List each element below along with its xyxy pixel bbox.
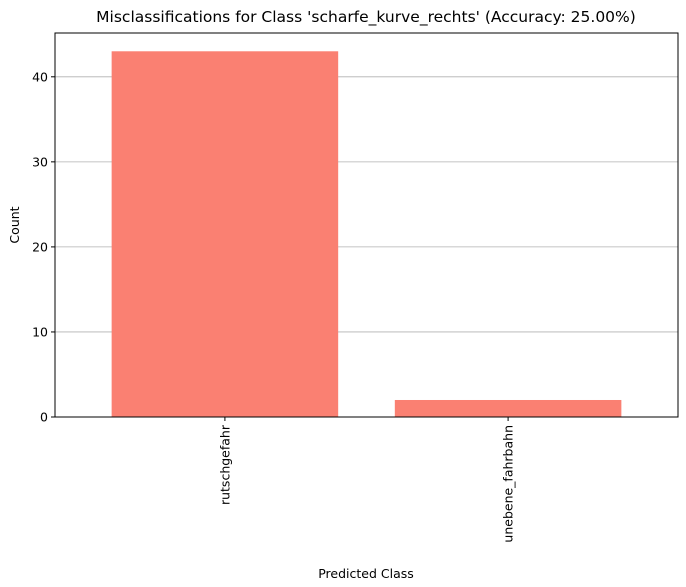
x-tick-label-unebene-fahrbahn: unebene_fahrbahn [501, 425, 516, 543]
y-axis-ticks: 0 10 20 30 40 [32, 69, 55, 425]
x-axis-ticks: rutschgefahr unebene_fahrbahn [217, 417, 516, 543]
axes [54, 32, 679, 418]
bar-rutschgefahr [111, 51, 339, 418]
bar-unebene-fahrbahn [394, 399, 622, 417]
y-tick-label: 20 [32, 239, 48, 254]
plot-frame [54, 32, 679, 418]
y-axis-label: Count [7, 206, 22, 243]
x-axis-label: Predicted Class [318, 566, 414, 581]
chart-title: Misclassifications for Class 'scharfe_ku… [96, 8, 636, 27]
y-tick-label: 30 [32, 154, 48, 169]
y-tick-label: 0 [40, 410, 48, 425]
bars [111, 51, 622, 418]
y-tick-label: 40 [32, 69, 48, 84]
y-tick-label: 10 [32, 324, 48, 339]
x-tick-label-rutschgefahr: rutschgefahr [217, 424, 232, 505]
